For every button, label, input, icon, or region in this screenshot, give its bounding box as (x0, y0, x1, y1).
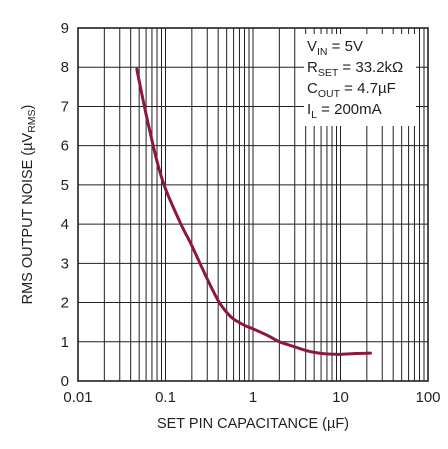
y-tick-label: 4 (61, 216, 69, 233)
x-tick-label: 1 (249, 389, 257, 406)
y-tick-label: 6 (61, 138, 69, 155)
x-tick-label: 100 (415, 389, 440, 406)
legend-box (304, 34, 416, 126)
plot-frame (77, 27, 429, 382)
condition-subscript: IN (317, 46, 328, 58)
condition-subscript: SET (318, 67, 339, 79)
condition-symbol: R (307, 59, 318, 76)
tick-labels: 0.01 0.1 1 10 100 0 1 2 3 4 5 6 7 8 9 (61, 20, 441, 406)
x-tick-label: 10 (332, 389, 349, 406)
condition-text: VIN = 5V (307, 38, 363, 58)
y-tick-label: 7 (61, 98, 69, 115)
condition-value: = 5V (328, 38, 363, 55)
condition-symbol: C (307, 80, 318, 97)
condition-text: IL = 200mA (307, 101, 382, 121)
condition-text: COUT = 4.7µF (307, 80, 396, 100)
condition-text: RSET = 33.2kΩ (307, 59, 403, 79)
series-layer (135, 67, 372, 356)
condition-value: = 4.7µF (340, 80, 396, 97)
condition-value: = 200mA (317, 101, 382, 118)
y-tick-label: 8 (61, 59, 69, 76)
condition-subscript: OUT (318, 88, 341, 100)
y-axis-label-close: ) (20, 105, 36, 110)
x-axis-label: SET PIN CAPACITANCE (µF) (157, 416, 349, 432)
y-tick-label: 1 (61, 334, 69, 351)
x-tick-label: 0.01 (63, 389, 92, 406)
y-tick-label: 2 (61, 295, 69, 312)
y-axis-label-sub: RMS (26, 109, 38, 132)
y-tick-label: 3 (61, 255, 69, 272)
y-tick-label: 0 (61, 373, 69, 390)
condition-value: = 33.2kΩ (338, 59, 403, 76)
y-axis-label-main: RMS OUTPUT NOISE (µV (20, 132, 36, 304)
condition-symbol: I (307, 101, 311, 118)
y-tick-label: 9 (61, 20, 69, 37)
y-tick-label: 5 (61, 177, 69, 194)
x-tick-label: 0.1 (155, 389, 176, 406)
condition-symbol: V (307, 38, 317, 55)
y-axis-label: RMS OUTPUT NOISE (µVRMS) (20, 105, 38, 305)
grid (78, 28, 428, 381)
condition-subscript: L (311, 109, 317, 121)
series-line (135, 67, 372, 356)
